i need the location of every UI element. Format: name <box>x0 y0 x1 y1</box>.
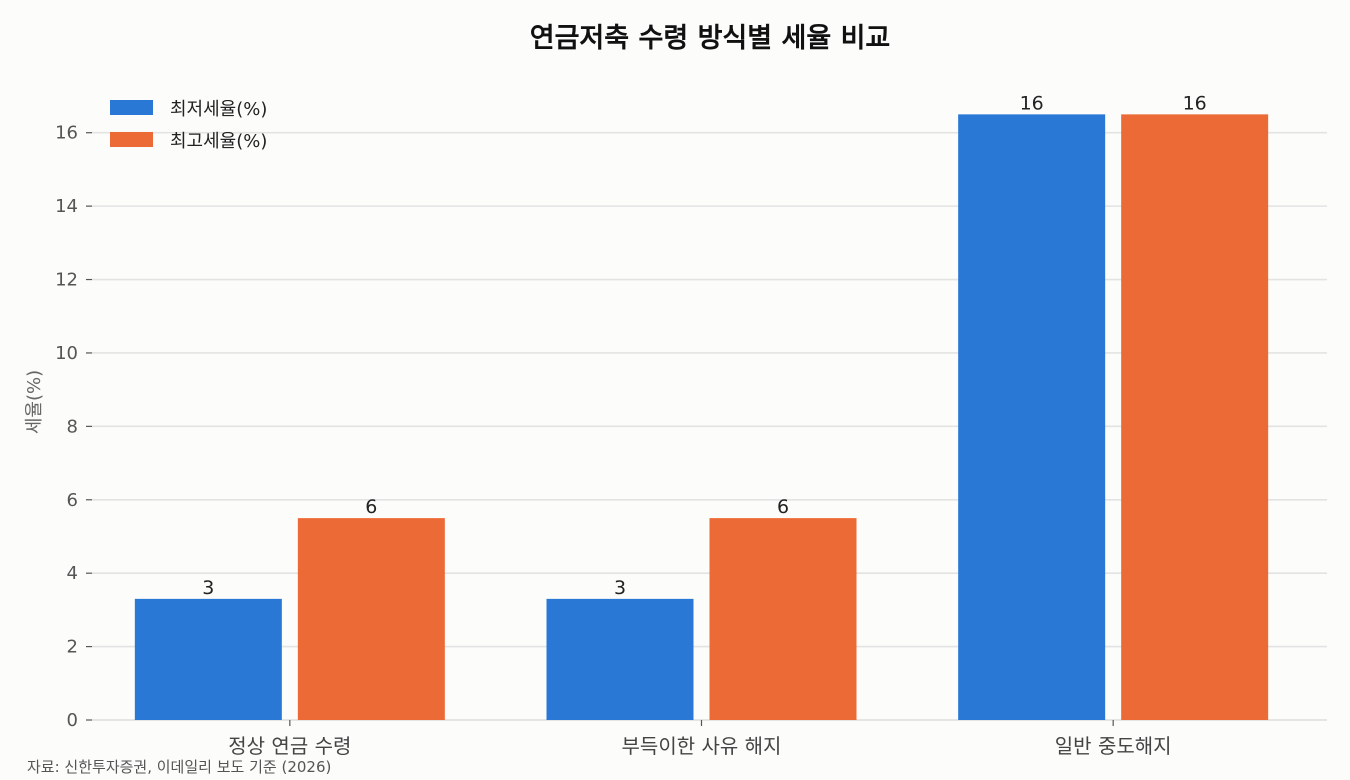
legend-entry: 최고세율(%) <box>170 131 267 152</box>
y-tick-label: 4 <box>67 563 78 584</box>
bar <box>958 114 1106 721</box>
data-label: 6 <box>777 496 789 518</box>
y-tick-label: 2 <box>67 637 78 658</box>
data-label: 6 <box>365 496 377 518</box>
source-note: 자료: 신한투자증권, 이데일리 보도 기준 (2026) <box>27 758 331 776</box>
x-axis: 정상 연금 수령 부득이한 사유 해지 일반 중도해지 <box>228 720 1172 758</box>
legend-swatch <box>110 100 153 115</box>
bar <box>546 598 694 720</box>
chart-title: 연금저축 수령 방식별 세율 비교 <box>530 23 891 54</box>
data-label: 3 <box>202 577 214 599</box>
y-tick-label: 6 <box>67 490 78 511</box>
data-label: 16 <box>1183 92 1207 114</box>
data-label: 16 <box>1020 92 1044 114</box>
legend: 최저세율(%) 최고세율(%) <box>110 99 267 152</box>
y-tick-label: 14 <box>55 196 78 217</box>
bars <box>134 114 1269 721</box>
bar <box>297 518 445 720</box>
data-label: 3 <box>614 577 626 599</box>
y-tick-label: 0 <box>67 710 78 731</box>
y-tick-label: 10 <box>55 343 78 364</box>
data-labels: 3 6 3 6 16 16 <box>202 92 1206 599</box>
y-axis: 0 2 4 6 8 10 12 14 16 <box>55 123 92 731</box>
bar <box>709 518 857 720</box>
y-tick-label: 12 <box>55 270 78 291</box>
x-tick-label: 정상 연금 수령 <box>228 734 351 758</box>
x-tick-label: 일반 중도해지 <box>1055 734 1172 758</box>
y-tick-label: 16 <box>55 123 78 144</box>
legend-entry: 최저세율(%) <box>170 99 267 120</box>
y-tick-label: 8 <box>67 416 78 437</box>
bar <box>1121 114 1269 721</box>
legend-swatch <box>110 132 153 147</box>
y-axis-label: 세율(%) <box>24 370 45 434</box>
bar <box>134 598 282 720</box>
x-tick-label: 부득이한 사유 해지 <box>622 734 782 758</box>
